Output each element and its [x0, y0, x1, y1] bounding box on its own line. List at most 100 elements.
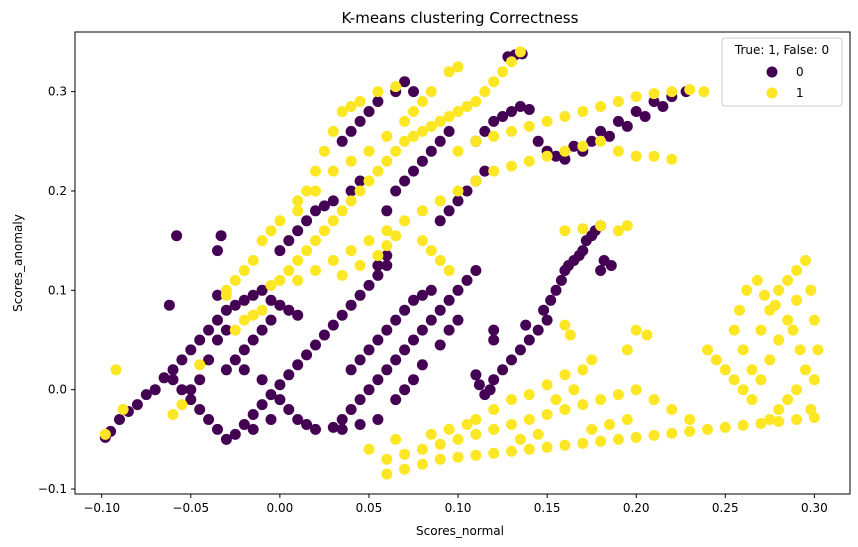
point-series-0: [256, 374, 268, 386]
point-series-0: [215, 230, 227, 242]
point-series-1: [256, 304, 268, 316]
point-series-1: [586, 423, 598, 435]
point-series-0: [131, 399, 143, 411]
point-series-1: [381, 468, 393, 480]
x-tick-label: 0.05: [356, 501, 383, 515]
point-series-1: [812, 344, 824, 356]
point-series-0: [185, 394, 197, 406]
point-series-1: [514, 433, 526, 445]
point-series-1: [363, 145, 375, 157]
point-series-0: [372, 374, 384, 386]
point-series-1: [595, 101, 607, 112]
point-series-1: [737, 344, 749, 356]
point-series-0: [336, 135, 348, 147]
point-series-0: [479, 125, 491, 137]
point-series-1: [559, 369, 571, 381]
point-series-0: [506, 106, 517, 117]
point-series-1: [238, 265, 250, 276]
point-series-0: [390, 394, 402, 406]
point-series-1: [684, 414, 696, 425]
point-series-0: [247, 334, 259, 346]
point-series-1: [800, 364, 811, 376]
y-tick-label: 0.1: [48, 283, 67, 297]
point-series-0: [238, 419, 250, 430]
point-series-1: [327, 125, 339, 137]
point-series-1: [577, 399, 589, 411]
point-series-1: [354, 260, 366, 271]
point-series-1: [773, 284, 785, 296]
point-series-0: [408, 374, 419, 386]
point-series-0: [416, 324, 428, 336]
point-series-0: [612, 115, 624, 127]
point-series-0: [586, 135, 598, 147]
point-series-1: [523, 155, 535, 167]
point-series-1: [345, 245, 357, 257]
point-series-1: [452, 185, 464, 197]
point-series-0: [372, 260, 384, 271]
point-series-0: [470, 369, 482, 381]
point-series-1: [363, 235, 375, 247]
point-series-0: [532, 324, 544, 336]
point-series-1: [345, 101, 357, 112]
y-tick-label: 0.3: [48, 85, 67, 99]
point-series-1: [559, 145, 571, 157]
point-series-1: [630, 91, 642, 103]
point-series-1: [434, 453, 446, 465]
point-series-1: [755, 418, 767, 429]
point-series-1: [408, 130, 419, 142]
point-series-1: [506, 445, 517, 457]
point-series-1: [746, 364, 758, 376]
point-series-1: [506, 125, 517, 137]
point-series-0: [506, 354, 517, 366]
x-axis-label: Scores_normal: [416, 524, 504, 538]
point-series-0: [657, 101, 669, 112]
point-series-0: [167, 364, 179, 376]
point-series-0: [621, 120, 633, 132]
point-series-0: [354, 175, 366, 187]
point-series-1: [452, 433, 464, 445]
point-series-0: [390, 185, 402, 197]
point-series-0: [194, 374, 206, 386]
point-series-1: [641, 329, 653, 341]
point-series-1: [612, 433, 624, 445]
point-series-0: [559, 153, 571, 165]
point-series-0: [434, 215, 446, 227]
point-series-0: [452, 314, 464, 326]
point-series-0: [363, 106, 375, 117]
point-series-0: [488, 374, 500, 386]
x-tick-label: 0.10: [445, 501, 472, 515]
point-series-0: [479, 389, 491, 401]
point-series-0: [345, 185, 357, 197]
point-series-0: [194, 404, 206, 415]
y-axis-label: Scores_anomaly: [11, 214, 25, 312]
point-series-1: [577, 364, 589, 376]
point-series-0: [229, 299, 241, 311]
point-series-1: [488, 165, 500, 177]
point-series-1: [416, 125, 428, 137]
point-series-0: [212, 423, 223, 435]
point-series-1: [381, 155, 393, 167]
point-series-1: [702, 344, 713, 356]
points-layer: [99, 46, 824, 480]
point-series-0: [212, 289, 223, 301]
point-series-1: [734, 304, 745, 316]
point-series-0: [194, 334, 206, 346]
point-series-1: [345, 195, 357, 207]
point-series-1: [719, 421, 731, 433]
point-series-0: [212, 334, 223, 346]
point-series-1: [728, 374, 740, 386]
point-series-1: [568, 384, 580, 396]
point-series-1: [541, 115, 553, 127]
point-series-0: [408, 165, 419, 177]
point-series-1: [746, 394, 758, 406]
point-series-1: [800, 255, 811, 266]
point-series-1: [416, 458, 428, 470]
point-series-0: [434, 339, 446, 351]
point-series-1: [470, 96, 482, 107]
point-series-1: [292, 255, 304, 266]
point-series-0: [425, 145, 437, 157]
point-series-1: [416, 235, 428, 247]
point-series-1: [577, 106, 589, 117]
point-series-0: [488, 334, 500, 346]
point-series-1: [354, 185, 366, 197]
